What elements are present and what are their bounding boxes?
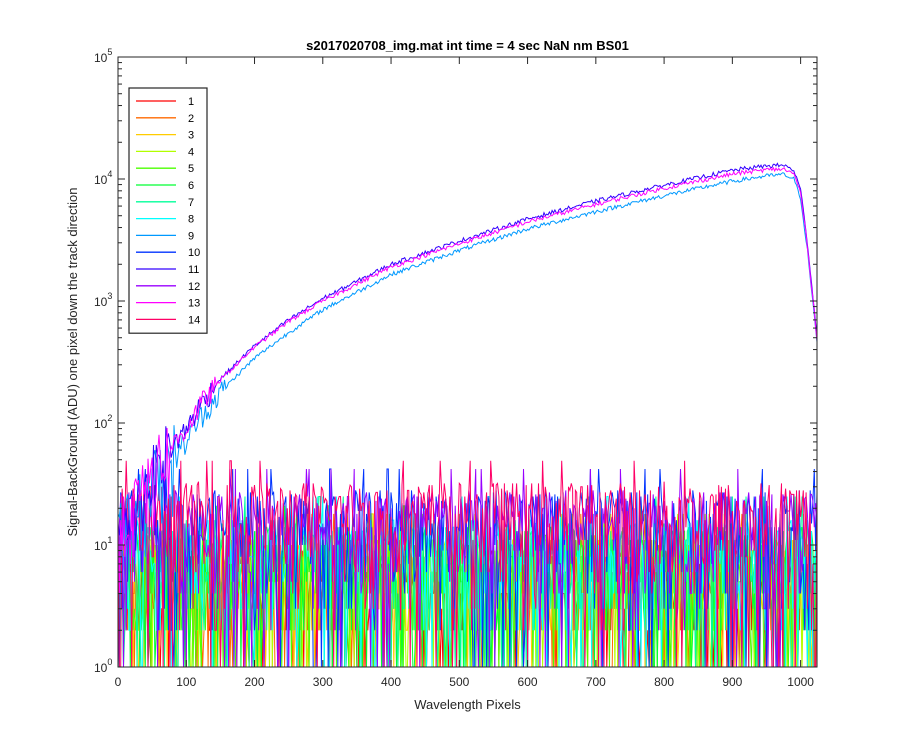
y-tick-exponent: 1 (107, 535, 112, 545)
x-tick-label: 400 (381, 675, 401, 689)
y-tick-label: 101 (94, 535, 112, 553)
y-tick-label: 105 (94, 47, 112, 65)
y-tick-label: 102 (94, 413, 112, 431)
legend-entry-label: 6 (188, 180, 194, 192)
legend-box (128, 87, 208, 334)
y-tick-exponent: 2 (107, 413, 112, 423)
series-line-11 (118, 162, 817, 551)
y-tick-exponent: 5 (107, 47, 112, 57)
x-tick-label: 600 (518, 675, 538, 689)
x-axis: 0 100 200 300 400 500 600 700 800 900 1000 (115, 57, 814, 689)
legend-entry-label: 1 (188, 96, 194, 108)
legend-entry-label: 8 (188, 214, 194, 226)
x-tick-label: 500 (449, 675, 469, 689)
y-tick-label: 100 (94, 657, 112, 675)
x-tick-label: 700 (586, 675, 606, 689)
y-tick-label: 103 (94, 291, 112, 309)
legend-entry-label: 4 (188, 146, 194, 158)
series-line-9 (118, 172, 817, 557)
series-layer (118, 162, 817, 667)
x-tick-label: 1000 (787, 675, 814, 689)
y-tick-base: 10 (94, 295, 108, 309)
series-line-14 (118, 460, 817, 667)
legend-entry-label: 13 (188, 298, 200, 310)
y-tick-base: 10 (94, 539, 108, 553)
x-tick-label: 100 (176, 675, 196, 689)
y-tick-exponent: 4 (107, 169, 112, 179)
x-tick-label: 900 (722, 675, 742, 689)
y-tick-base: 10 (94, 51, 108, 65)
chart-title: s2017020708_img.mat int time = 4 sec NaN… (306, 38, 629, 53)
x-tick-label: 0 (115, 675, 122, 689)
legend-entry-label: 12 (188, 281, 200, 293)
series-line-13 (118, 166, 817, 594)
plot-frame (117, 56, 818, 668)
x-tick-label: 200 (245, 675, 265, 689)
legend-entry-label: 7 (188, 197, 194, 209)
legend-entry-label: 9 (188, 230, 194, 242)
y-axis-label: Signal-BackGround (ADU) one pixel down t… (65, 187, 80, 536)
legend-entry-label: 10 (188, 247, 200, 259)
x-axis-label: Wavelength Pixels (414, 697, 521, 712)
legend-entry-label: 3 (188, 130, 194, 142)
x-tick-label: 300 (313, 675, 333, 689)
y-tick-base: 10 (94, 173, 108, 187)
legend-entry-label: 14 (188, 314, 200, 326)
legend-entry-label: 11 (188, 264, 199, 276)
y-tick-exponent: 0 (107, 657, 112, 667)
legend-entry-label: 5 (188, 163, 194, 175)
y-tick-exponent: 3 (107, 291, 112, 301)
y-tick-label: 104 (94, 169, 112, 187)
series-line-12 (118, 468, 817, 667)
legend-entry-label: 2 (188, 113, 194, 125)
y-tick-base: 10 (94, 417, 108, 431)
x-tick-label: 800 (654, 675, 674, 689)
y-tick-base: 10 (94, 661, 108, 675)
